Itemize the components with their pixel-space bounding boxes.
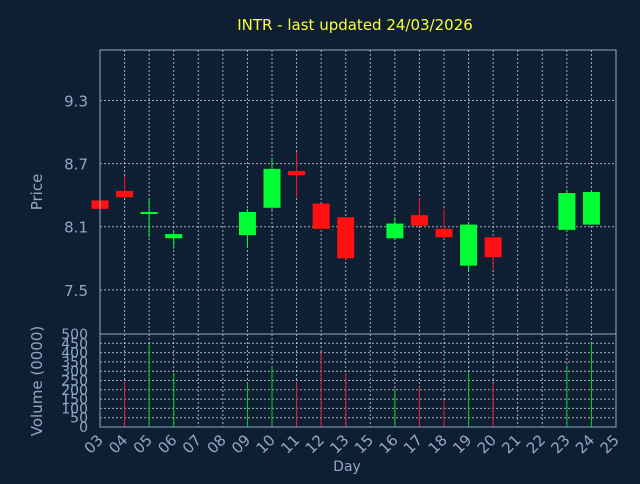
volume-tick-label: 250: [61, 374, 88, 390]
price-tick-label: 8.1: [64, 219, 88, 237]
chart-title: INTR - last updated 24/03/2026: [237, 16, 473, 34]
volume-tick-label: 400: [61, 346, 88, 362]
candle: [312, 203, 330, 229]
volume-tick-label: 350: [61, 355, 88, 371]
price-tick-label: 8.7: [64, 156, 88, 174]
candles: [91, 152, 600, 272]
volume-tick-label: 0: [79, 420, 88, 436]
candle: [337, 217, 355, 261]
volume-tick-label: 200: [61, 383, 88, 399]
day-axis-label: Day: [333, 459, 361, 475]
price-ticks: 7.5 8.1 8.7 9.3: [64, 92, 88, 299]
volume-axis-label: Volume (0000): [28, 326, 46, 436]
candle-body: [582, 192, 600, 225]
candle-body: [410, 215, 428, 226]
x-tick-label: 04: [105, 431, 131, 457]
volume-tick-label: 150: [61, 392, 88, 408]
x-tick-label: 13: [326, 431, 352, 457]
candle-body: [484, 237, 502, 258]
candle: [263, 157, 281, 210]
x-tick-label: 20: [474, 431, 500, 457]
price-tick-label: 9.3: [64, 92, 88, 110]
x-tick-label: 10: [253, 431, 279, 457]
candle: [288, 152, 306, 198]
candle: [484, 237, 502, 270]
candle: [165, 231, 183, 249]
volume-bars: [124, 343, 592, 427]
volume-grid: [99, 333, 617, 428]
candle: [386, 217, 404, 239]
x-tick-label: 05: [130, 431, 156, 457]
volume-tick-label: 300: [61, 364, 88, 380]
candle-body: [435, 228, 453, 238]
candle: [410, 198, 428, 227]
x-tick-label: 17: [400, 431, 426, 457]
volume-panel-frame: [99, 333, 617, 428]
volume-tick-label: 500: [61, 327, 88, 343]
candle-body: [337, 217, 355, 259]
candle: [238, 208, 256, 248]
x-tick-label: 25: [597, 431, 623, 457]
x-tick-label: 18: [425, 431, 451, 457]
candle-body: [165, 234, 183, 239]
x-tick-label: 09: [228, 431, 254, 457]
candle-body: [288, 170, 306, 176]
x-tick-label: 22: [523, 431, 549, 457]
x-tick-label: 07: [179, 431, 205, 457]
volume-tick-label: 50: [70, 411, 88, 427]
price-tick-label: 7.5: [64, 282, 88, 300]
x-tick-label: 23: [547, 431, 573, 457]
x-tick-label: 19: [449, 431, 475, 457]
candle: [460, 223, 478, 272]
candle: [558, 189, 576, 230]
candle-body: [460, 224, 478, 266]
x-tick-label: 21: [498, 431, 524, 457]
candle-body: [140, 211, 158, 214]
candle: [116, 176, 134, 198]
x-tick-label: 12: [302, 431, 328, 457]
candle: [582, 192, 600, 225]
candle-body: [558, 193, 576, 230]
x-tick-label: 15: [351, 431, 377, 457]
x-ticks: 0304050607080910111213151617181920212223…: [81, 431, 623, 457]
candle-body: [116, 190, 134, 198]
candle-body: [312, 203, 330, 229]
candle: [435, 208, 453, 239]
price-panel-frame: [99, 49, 617, 335]
x-tick-label: 24: [572, 431, 598, 457]
candle: [140, 198, 158, 238]
price-axis-label: Price: [28, 174, 46, 211]
x-tick-label: 16: [375, 431, 401, 457]
price-grid: [99, 50, 617, 334]
x-tick-label: 08: [203, 431, 229, 457]
volume-tick-label: 100: [61, 401, 88, 417]
volume-tick-label: 450: [61, 336, 88, 352]
x-tick-label: 06: [154, 431, 180, 457]
candle-body: [386, 223, 404, 239]
candle-body: [263, 168, 281, 208]
candle-body: [238, 211, 256, 236]
x-tick-label: 11: [277, 431, 303, 457]
